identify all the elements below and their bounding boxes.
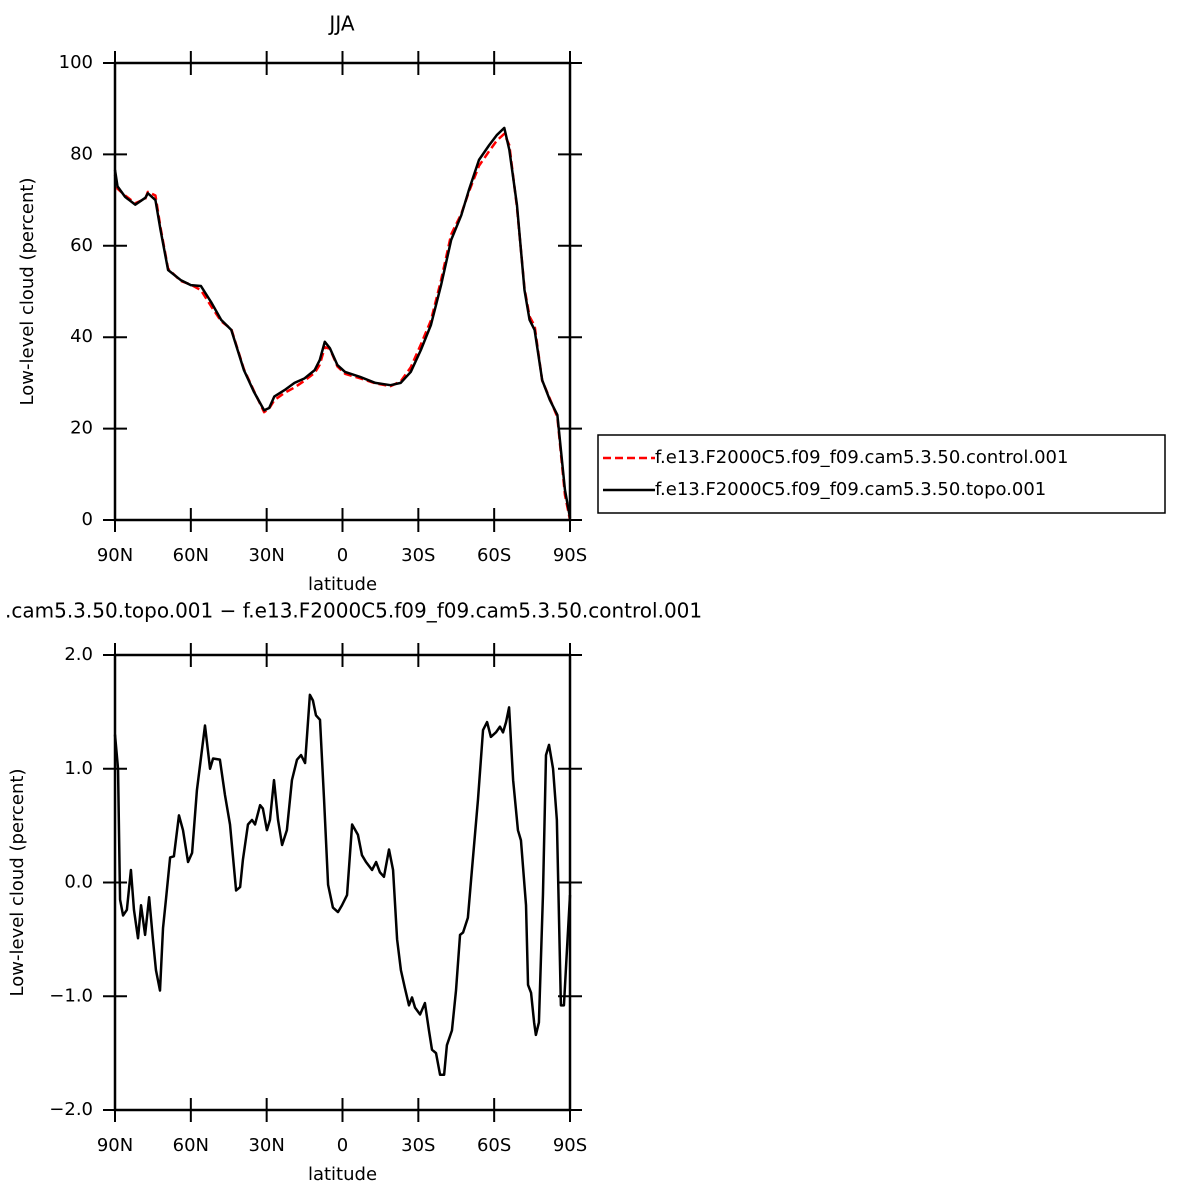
plot-frame — [113, 61, 572, 522]
x-tick-label: 30N — [248, 1135, 284, 1156]
y-tick-label: 0.0 — [64, 872, 93, 893]
x-axis-label: latitude — [308, 1164, 377, 1185]
y-tick-label: 80 — [70, 143, 93, 164]
x-tick-label: 60S — [477, 1135, 511, 1156]
y-tick-label: −2.0 — [49, 1099, 93, 1120]
y-axis-label: Low-level cloud (percent) — [7, 769, 28, 997]
x-tick-label: 30S — [401, 1135, 435, 1156]
x-tick-label: 60N — [173, 1135, 209, 1156]
data-line — [113, 693, 572, 1076]
x-tick-label: 90N — [97, 545, 133, 566]
x-tick-label: 30S — [401, 545, 435, 566]
y-tick-label: 2.0 — [64, 644, 93, 665]
y-tick-label: 60 — [70, 235, 93, 256]
chart-title: .cam5.3.50.topo.001 − f.e13.F2000C5.f09_… — [5, 599, 702, 623]
x-tick-label: 60N — [173, 545, 209, 566]
legend-label: f.e13.F2000C5.f09_f09.cam5.3.50.control.… — [655, 447, 1068, 468]
y-tick-label: −1.0 — [49, 985, 93, 1006]
x-tick-label: 0 — [337, 1135, 348, 1156]
x-tick-label: 90S — [553, 1135, 587, 1156]
y-tick-label: 0 — [82, 509, 93, 530]
data-line — [113, 132, 572, 521]
y-axis-label: Low-level cloud (percent) — [17, 178, 38, 406]
y-tick-label: 20 — [70, 418, 93, 439]
legend-label: f.e13.F2000C5.f09_f09.cam5.3.50.topo.001 — [655, 479, 1046, 500]
x-tick-label: 0 — [337, 545, 348, 566]
plot-frame — [113, 653, 572, 1112]
x-tick-label: 90N — [97, 1135, 133, 1156]
data-line — [113, 126, 572, 518]
chart-title: JJA — [327, 12, 354, 36]
y-tick-label: 100 — [59, 52, 93, 73]
y-tick-label: 40 — [70, 326, 93, 347]
x-axis-label: latitude — [308, 574, 377, 595]
x-tick-label: 60S — [477, 545, 511, 566]
y-tick-label: 1.0 — [64, 758, 93, 779]
legend-box — [597, 434, 1166, 514]
x-tick-label: 90S — [553, 545, 587, 566]
x-tick-label: 30N — [248, 545, 284, 566]
